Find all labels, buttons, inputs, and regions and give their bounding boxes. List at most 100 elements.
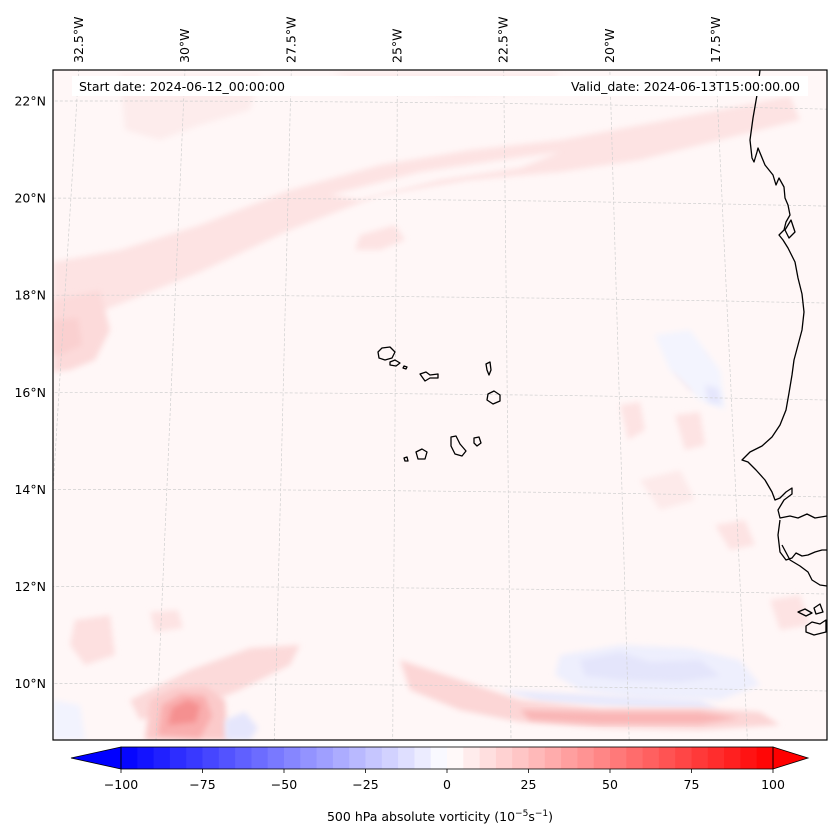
latitude-tick-label: 16°N [14, 385, 46, 400]
colorbar-segment [593, 747, 611, 769]
gridline-lat [53, 100, 827, 110]
colorbar-segments [121, 747, 774, 769]
island-sal [485, 361, 492, 376]
island-sao-nicolau [419, 371, 439, 382]
latitude-tick-label: 12°N [14, 579, 46, 594]
latitude-tick-label: 22°N [14, 94, 46, 109]
longitude-tick-label: 27.5°W [283, 17, 298, 63]
colorbar-tick-label: −75 [189, 777, 215, 792]
latitude-tick-label: 18°N [14, 288, 46, 303]
colorbar-extend-max [772, 746, 810, 770]
gridline-lat [53, 489, 827, 498]
colorbar-label-main: 500 hPa absolute vorticity (10 [327, 809, 515, 824]
island-brava [403, 456, 409, 462]
colorbar-segment [398, 747, 415, 769]
contour-positive-mid [355, 225, 405, 250]
contour-positive-sw-spot [150, 610, 183, 632]
longitude-tick-label: 20°W [602, 28, 617, 63]
colorbar-segment [610, 747, 627, 769]
contour-negative-sw-left [53, 700, 85, 740]
colorbar-segment [463, 747, 480, 769]
colorbar-segment [724, 747, 741, 769]
colorbar-segment [658, 747, 676, 769]
gridline-lon [609, 70, 630, 740]
latitude-tick-label: 20°N [14, 191, 46, 206]
colorbar-segment [153, 747, 171, 769]
island-santa-luzia [402, 365, 408, 370]
coastline [741, 70, 827, 636]
colorbar-segment [479, 747, 497, 769]
colorbar-segment [349, 747, 366, 769]
colorbar-tick-label: −100 [104, 777, 138, 792]
colorbar-segment [642, 747, 660, 769]
colorbar-tick-label: 50 [602, 777, 618, 792]
colorbar-segment [121, 747, 138, 769]
colorbar-tick-label: 100 [761, 777, 785, 792]
valid-date-label: Valid_date: 2024-06-13T15:00:00.00 [571, 79, 800, 94]
colorbar-segment [707, 747, 725, 769]
gridline-lat [53, 586, 827, 595]
island-maio [473, 436, 482, 447]
gridline-lon [392, 70, 398, 740]
contour-negative-east-spot [705, 385, 722, 405]
colorbar-segment [365, 747, 383, 769]
cabo-verde-islands [377, 346, 501, 462]
colorbar-segment [186, 747, 203, 769]
map-frame [52, 69, 828, 741]
gridlines [53, 70, 827, 740]
island-sao-vicente [389, 359, 401, 367]
colorbar-segment [756, 747, 774, 769]
longitude-tick-label: 17.5°W [708, 17, 723, 63]
gridline-lon [155, 70, 186, 740]
colorbar-segment [251, 747, 269, 769]
latitude-tick-label: 14°N [14, 482, 46, 497]
contour-positive-east-3 [675, 412, 705, 450]
island-fogo [415, 448, 428, 460]
colorbar-segment [137, 747, 154, 769]
colorbar-segment [381, 747, 399, 769]
colorbar: −100 −75 −50 −25 0 25 50 75 100 500 hPa absolute… [70, 746, 810, 824]
contour-positive-west-inner [53, 318, 82, 355]
colorbar-tick-label: 0 [443, 777, 451, 792]
contour-positive-east-4 [715, 520, 755, 550]
contour-positive-band-inner [330, 152, 560, 200]
contour-negative-south-strip [500, 690, 720, 710]
colorbar-segment [561, 747, 578, 769]
gridline-lon [273, 70, 292, 740]
contour-positive-east-5 [640, 470, 695, 510]
contour-positive-sw-core [168, 700, 200, 725]
colorbar-ticks: −100 −75 −50 −25 0 25 50 75 100 [104, 769, 785, 792]
coastline-island-small [784, 219, 796, 239]
colorbar-label-exp1: −5 [515, 809, 528, 819]
gridline-lon [715, 70, 748, 740]
colorbar-label-end: ) [548, 809, 553, 824]
gridline-lat [53, 197, 827, 207]
colorbar-segment [512, 747, 529, 769]
contour-positive-east-2 [620, 402, 645, 440]
island-boa-vista [486, 390, 501, 405]
longitude-tick-label: 30°W [177, 28, 192, 63]
colorbar-segment [430, 747, 448, 769]
colorbar-segment [300, 747, 317, 769]
colorbar-segment [332, 747, 350, 769]
contour-negative-sw [225, 712, 258, 740]
colorbar-segment [414, 747, 432, 769]
contour-negative-south-inner [580, 652, 720, 682]
longitude-tick-label: 22.5°W [496, 17, 511, 63]
colorbar-segment [691, 747, 709, 769]
colorbar-segment [740, 747, 758, 769]
contour-positive-south-core [520, 710, 740, 724]
island-santiago [450, 435, 467, 457]
colorbar-tick-label: −50 [271, 777, 297, 792]
colorbar-segment [202, 747, 220, 769]
colorbar-tick-label: 25 [521, 777, 537, 792]
gridline-lat [53, 391, 827, 401]
colorbar-segment [267, 747, 285, 769]
colorbar-segment [316, 747, 334, 769]
colorbar-segment [626, 747, 643, 769]
gridline-lat [53, 683, 827, 692]
latitude-tick-label: 10°N [14, 676, 46, 691]
coastline-island-bijagos-2 [813, 603, 824, 615]
colorbar-tick-label: 75 [684, 777, 700, 792]
